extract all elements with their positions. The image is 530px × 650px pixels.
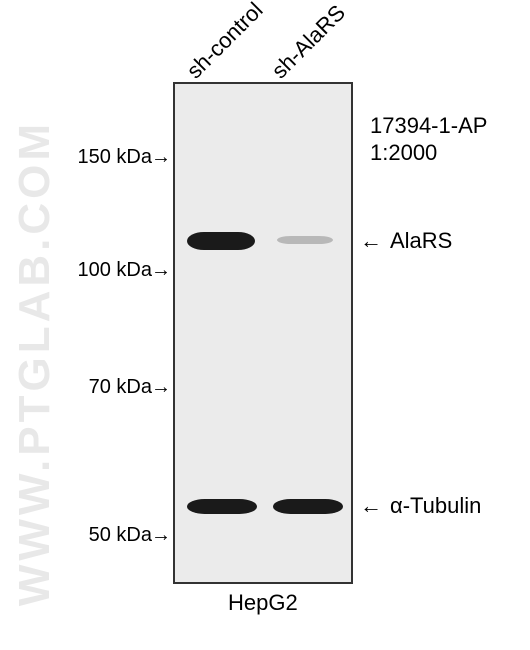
marker-70-arrow: → xyxy=(151,376,171,399)
marker-50: 50 kDa xyxy=(72,524,152,547)
marker-150: 150 kDa xyxy=(62,146,152,169)
band-tubulin-lane1 xyxy=(187,499,257,514)
marker-100: 100 kDa xyxy=(62,259,152,282)
cell-line-label: HepG2 xyxy=(228,590,298,616)
marker-70: 70 kDa xyxy=(72,376,152,399)
tubulin-arrow: ← xyxy=(360,493,382,519)
marker-50-arrow: → xyxy=(151,524,171,547)
band-alars-lane2 xyxy=(277,236,333,244)
antibody-dilution: 1:2000 xyxy=(370,140,437,166)
lane-label-1: sh-control xyxy=(182,0,269,84)
band-alars-lane1 xyxy=(187,232,255,250)
antibody-catalog: 17394-1-AP xyxy=(370,113,487,139)
band-tubulin-lane2 xyxy=(273,499,343,514)
watermark-text: WWW.PTGLAB.COM xyxy=(10,120,60,606)
blot-membrane xyxy=(173,82,353,584)
figure-container: WWW.PTGLAB.COM sh-control sh-AlaRS 150 k… xyxy=(0,0,530,650)
target-tubulin: α-Tubulin xyxy=(390,493,481,519)
target-alars: AlaRS xyxy=(390,228,452,254)
alars-arrow: ← xyxy=(360,228,382,254)
marker-100-arrow: → xyxy=(151,259,171,282)
marker-150-arrow: → xyxy=(151,146,171,169)
lane-label-2: sh-AlaRS xyxy=(267,0,351,84)
